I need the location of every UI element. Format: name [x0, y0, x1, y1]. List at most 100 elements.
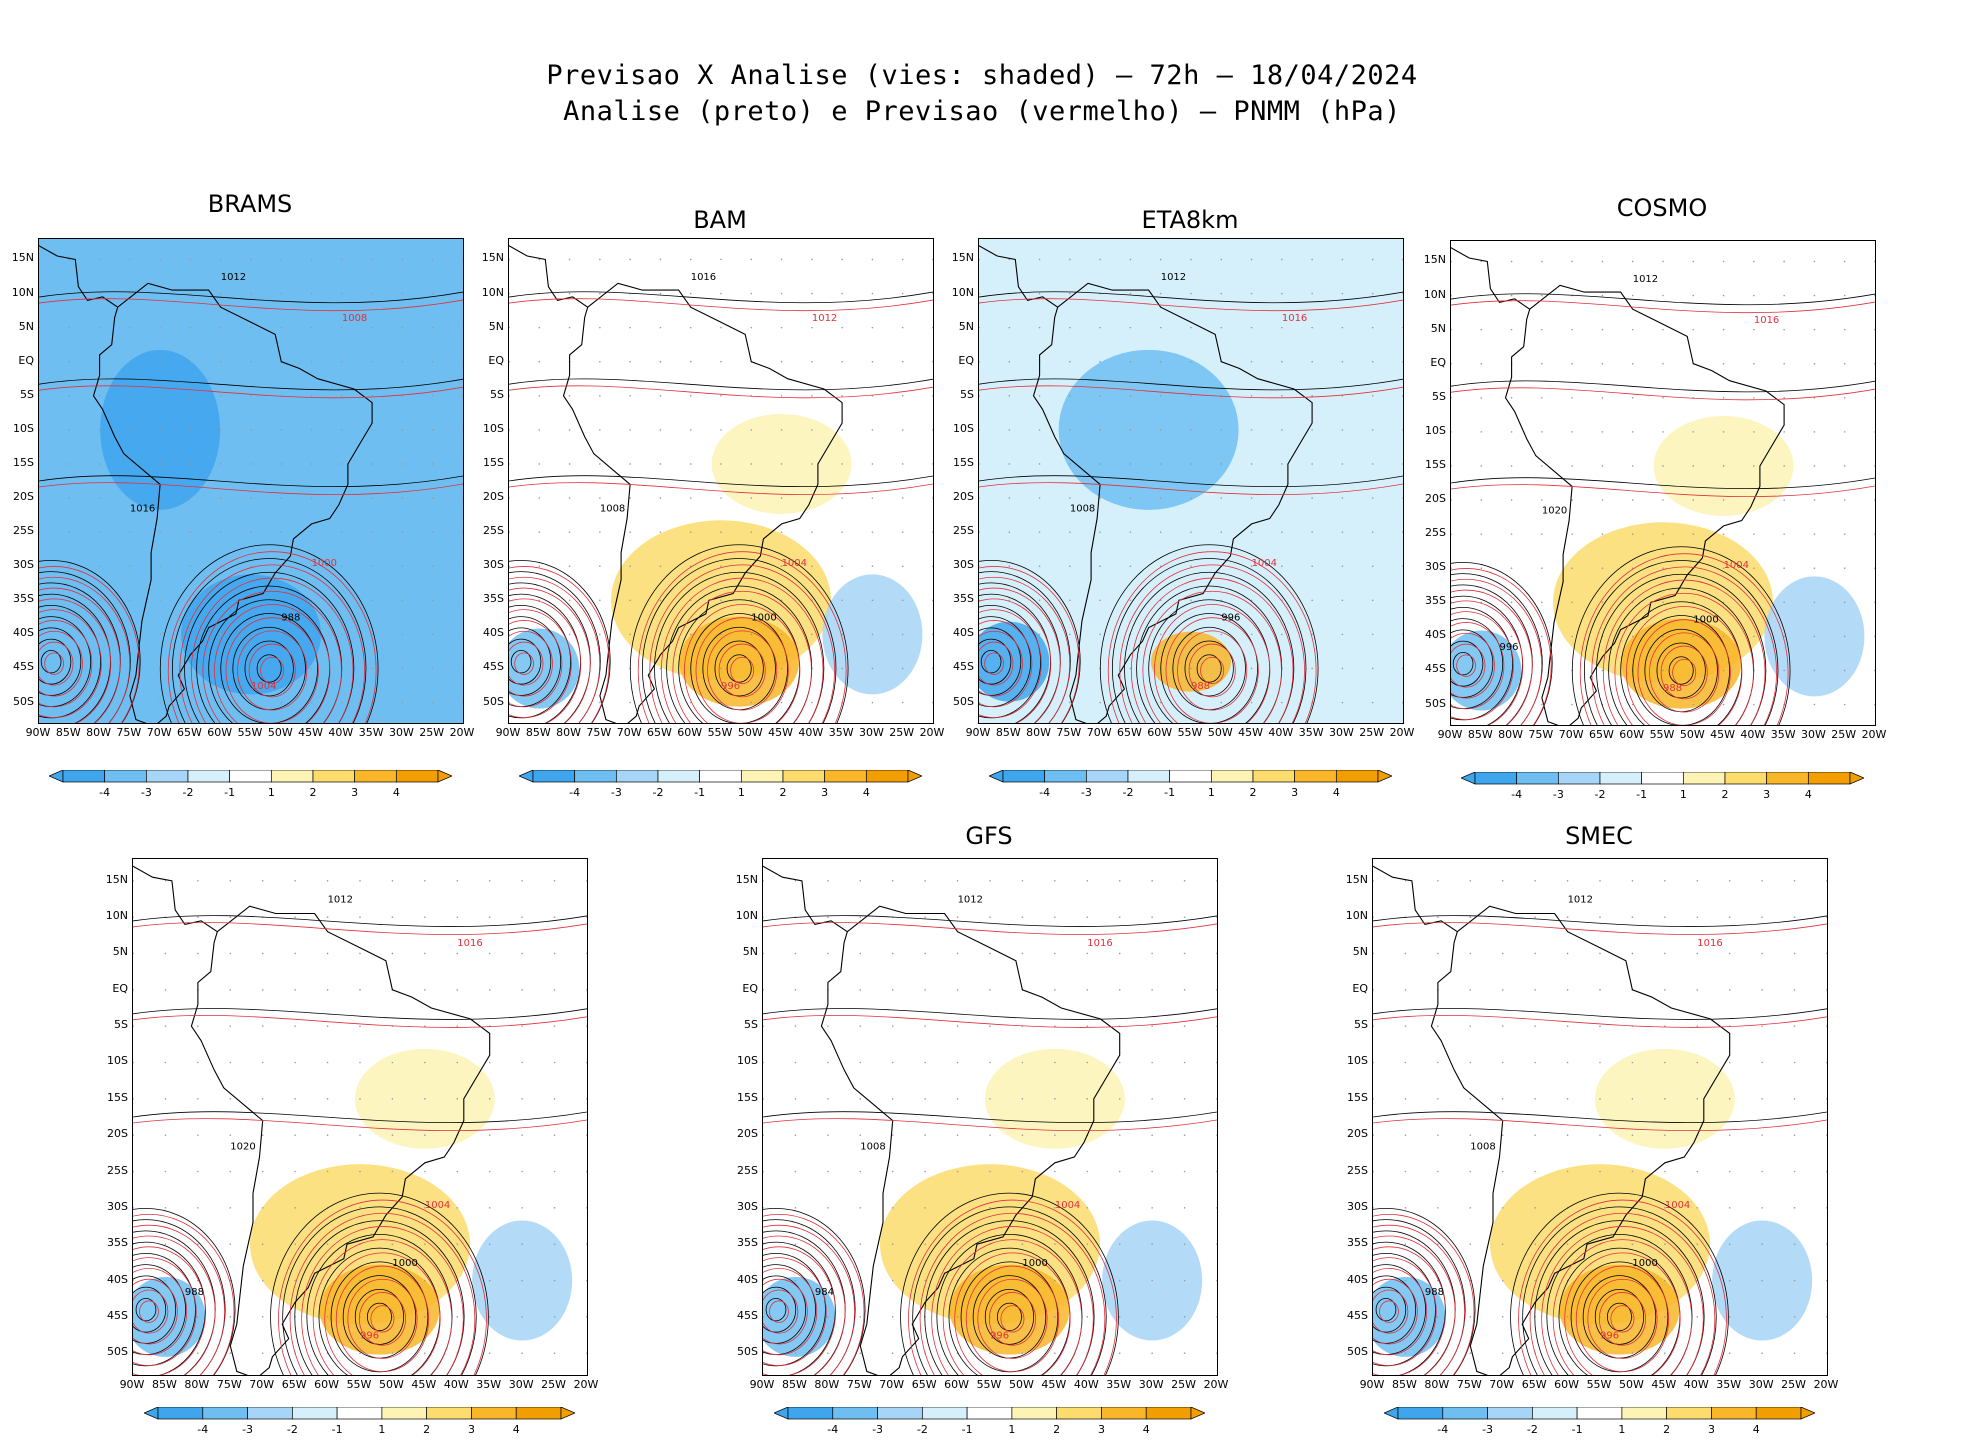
- analysis-isobar: [256, 654, 282, 683]
- isobar-label: 1008: [860, 1142, 885, 1153]
- analysis-isobar: [1534, 1220, 1705, 1375]
- isobar-label: 1008: [1470, 1142, 1495, 1153]
- colorbar-swatch: [1599, 772, 1642, 785]
- longitude-label: 40W: [1268, 726, 1294, 739]
- colorbar: -4 -3 -2 -1 1 2 3 4: [143, 1407, 575, 1436]
- longitude-label: 75W: [846, 1378, 872, 1391]
- longitude-label: 75W: [1056, 726, 1082, 739]
- longitude-label: 65W: [281, 1378, 307, 1391]
- forecast-isobar: [39, 609, 102, 719]
- coastline: [92, 282, 373, 723]
- analysis-isobar: [984, 1288, 1035, 1345]
- colorbar-swatch: [145, 770, 188, 783]
- analysis-isobar: [979, 638, 1012, 685]
- analysis-isobar: [1606, 1302, 1632, 1332]
- longitude-label: 60W: [207, 726, 233, 739]
- panel-title: SMEC: [1565, 822, 1633, 850]
- forecast-isobar: [358, 1292, 406, 1346]
- longitude-label: 30W: [1800, 728, 1826, 741]
- map-svg: 1016 1012 1008 1004 1000 996: [509, 239, 933, 723]
- forecast-isobar: [763, 1224, 855, 1375]
- longitude-label: 20W: [573, 1378, 599, 1391]
- isobar-label: 1008: [600, 504, 625, 515]
- longitude-label: 60W: [1619, 728, 1645, 741]
- latitude-label: 5S: [744, 1018, 758, 1032]
- analysis-isobar: [763, 1111, 1217, 1124]
- analysis-isobar: [1594, 1288, 1645, 1345]
- latitude-label: 30S: [1425, 560, 1446, 574]
- latitude-label: 15N: [951, 251, 974, 265]
- latitude-label: 25S: [1347, 1163, 1368, 1177]
- latitude-label: 25S: [737, 1163, 758, 1177]
- latitude-label: EQ: [958, 353, 974, 367]
- isobar-label: 988: [1425, 1287, 1444, 1298]
- latitude-label: 20S: [107, 1127, 128, 1141]
- latitude-label: EQ: [488, 353, 504, 367]
- forecast-isobar: [1451, 300, 1875, 314]
- coastline: [562, 282, 843, 723]
- isobar-label: 1000: [1693, 615, 1718, 626]
- colorbar-arrow-left: [48, 770, 63, 783]
- latitude-label: 5S: [114, 1018, 128, 1032]
- colorbar-label: -4: [569, 786, 580, 799]
- analysis-isobar: [763, 1008, 1217, 1020]
- latitude-label: 10N: [735, 909, 758, 923]
- longitude-label: 70W: [146, 726, 172, 739]
- latitude-label: 50S: [1425, 696, 1446, 710]
- longitude-label: 70W: [1086, 726, 1112, 739]
- forecast-isobar: [979, 385, 1403, 399]
- colorbar-label: 4: [862, 786, 869, 799]
- forecast-isobar: [1373, 1015, 1827, 1028]
- longitude-label: 35W: [1106, 1378, 1132, 1391]
- forecast-isobar: [763, 1015, 1217, 1028]
- latitude-label: 10S: [1347, 1054, 1368, 1068]
- map-frame: 1012 1008 1016 1000 988 1004: [38, 238, 464, 724]
- latitude-label: 30S: [13, 558, 34, 572]
- colorbar-swatch: [1515, 772, 1559, 785]
- forecast-isobar: [763, 1257, 827, 1366]
- forecast-isobar: [1529, 1212, 1716, 1375]
- forecast-isobar: [335, 1265, 430, 1373]
- colorbar-swatch: [831, 1407, 878, 1420]
- latitude-label: 45S: [107, 1308, 128, 1322]
- forecast-isobar: [1626, 606, 1743, 725]
- latitude-label: 10S: [13, 421, 34, 435]
- forecast-isobar: [979, 482, 1403, 495]
- longitude-label: 20W: [1813, 1378, 1839, 1391]
- forecast-isobar: [979, 576, 1071, 723]
- analysis-isobar: [1451, 629, 1494, 698]
- forecast-isobar: [1373, 1224, 1465, 1375]
- latitude-label: 30S: [483, 558, 504, 572]
- colorbar-swatch: [573, 770, 617, 783]
- colorbar-label: -3: [872, 1423, 883, 1436]
- forecast-isobar: [202, 590, 342, 723]
- analysis-isobar: [133, 1219, 226, 1375]
- grid-dots: [763, 880, 1217, 1354]
- forecast-isobar: [1451, 643, 1486, 688]
- colorbar-label: 1: [1618, 1423, 1625, 1436]
- forecast-isobar: [190, 577, 354, 723]
- forecast-isobar: [1119, 564, 1305, 723]
- colorbar-swatch: [1145, 1407, 1191, 1420]
- forecast-isobar: [509, 566, 610, 723]
- forecast-isobar: [672, 590, 812, 723]
- longitude-label: 70W: [1489, 1378, 1515, 1391]
- analysis-isobar: [1584, 560, 1779, 725]
- analysis-isobar: [1656, 642, 1706, 699]
- grid-dots: [1451, 260, 1875, 706]
- isobar-label: 1016: [1754, 315, 1779, 326]
- colorbar-swatch: [515, 1407, 561, 1420]
- map-frame: 1012 1016 1008 1004 996 988: [978, 238, 1404, 724]
- longitude-label: 70W: [1558, 728, 1584, 741]
- latitude-label: 25S: [13, 524, 34, 538]
- colorbar-label: -3: [1552, 788, 1563, 801]
- longitude-label: 80W: [814, 1378, 840, 1391]
- longitude-label: 85W: [1467, 728, 1493, 741]
- longitude-label: 55W: [1177, 726, 1203, 739]
- longitude-label: 25W: [1171, 1378, 1196, 1391]
- longitude-label: 35W: [828, 726, 854, 739]
- latitude-label: 10N: [1345, 909, 1368, 923]
- colorbar-arrow-left: [518, 770, 533, 783]
- analysis-isobar: [690, 613, 788, 723]
- analysis-isobar: [642, 558, 837, 723]
